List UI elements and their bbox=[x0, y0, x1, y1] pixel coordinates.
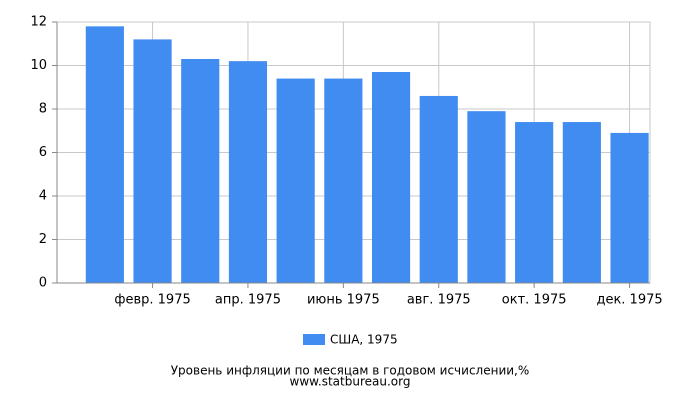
bar bbox=[276, 78, 315, 283]
bar bbox=[85, 26, 124, 283]
bar bbox=[467, 111, 506, 283]
bar bbox=[419, 95, 458, 283]
bar bbox=[228, 61, 268, 284]
legend-label: США, 1975 bbox=[330, 333, 398, 347]
chart-subtitle: www.statbureau.org bbox=[290, 375, 411, 389]
bar bbox=[133, 39, 172, 284]
y-tick-label: 4 bbox=[39, 189, 47, 204]
legend-swatch bbox=[303, 334, 325, 345]
chart-title: Уровень инфляции по месяцам в годовом ис… bbox=[171, 364, 530, 378]
x-tick-label: авг. 1975 bbox=[407, 293, 471, 308]
x-tick-label: февр. 1975 bbox=[114, 293, 190, 308]
y-tick-label: 0 bbox=[39, 276, 47, 291]
x-tick-label: апр. 1975 bbox=[215, 293, 281, 308]
y-tick-label: 8 bbox=[39, 102, 47, 117]
bar bbox=[610, 132, 649, 283]
bar bbox=[371, 72, 411, 284]
y-tick-label: 12 bbox=[30, 15, 47, 30]
x-tick-label: июнь 1975 bbox=[307, 293, 380, 308]
y-tick-label: 2 bbox=[39, 232, 47, 247]
bar bbox=[324, 78, 363, 283]
x-tick-label: окт. 1975 bbox=[502, 293, 567, 308]
bar bbox=[515, 122, 554, 283]
bar bbox=[562, 122, 601, 283]
y-tick-label: 10 bbox=[30, 58, 47, 73]
y-tick-label: 6 bbox=[39, 145, 47, 160]
bar bbox=[181, 58, 220, 283]
x-tick-label: дек. 1975 bbox=[596, 293, 662, 308]
